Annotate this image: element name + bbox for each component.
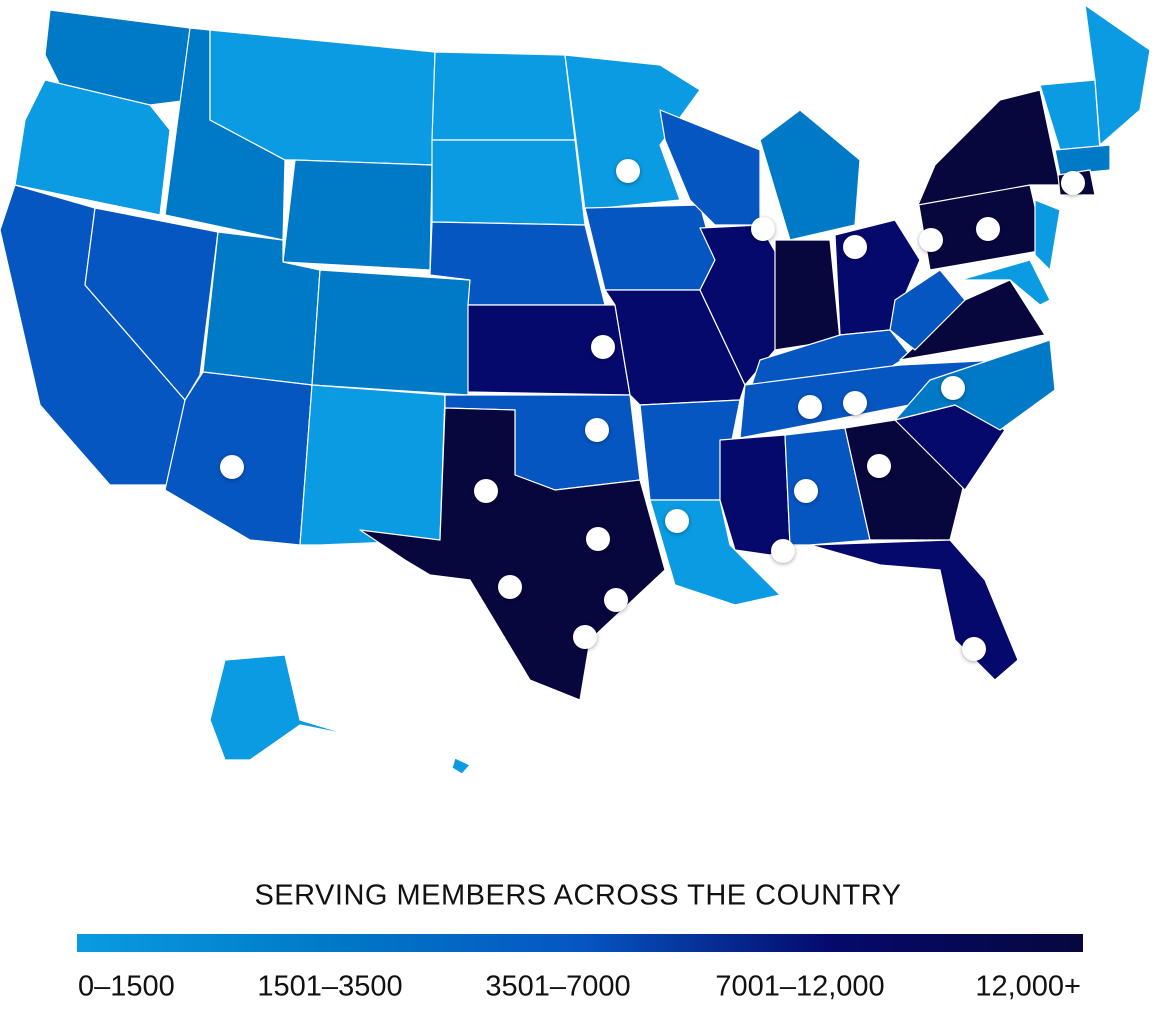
state — [917, 89, 1061, 206]
state — [894, 339, 1056, 431]
location-dot — [843, 235, 867, 259]
location-dot — [665, 509, 689, 533]
state — [282, 159, 433, 271]
legend-label: 1501–3500 — [257, 971, 402, 1003]
state — [299, 384, 446, 546]
state — [431, 51, 576, 141]
state — [719, 434, 791, 556]
location-dot — [976, 217, 1000, 241]
location-dot — [919, 228, 943, 252]
location-dot — [220, 455, 244, 479]
state — [809, 539, 1019, 681]
location-dot — [867, 454, 891, 478]
location-dot — [604, 588, 628, 612]
location-dot — [586, 527, 610, 551]
location-dot — [798, 395, 822, 419]
state — [584, 204, 716, 291]
state — [431, 139, 586, 226]
location-dot — [794, 479, 818, 503]
location-dot — [616, 159, 640, 183]
location-dot — [585, 418, 609, 442]
states — [0, 4, 1151, 775]
legend-labels: 0–1500 1501–3500 3501–7000 7001–12,000 12,00… — [78, 971, 1081, 1003]
state — [659, 109, 761, 226]
location-dot — [498, 575, 522, 599]
state — [959, 259, 1051, 306]
state — [844, 419, 966, 541]
state — [889, 269, 966, 351]
state — [1034, 199, 1061, 271]
state — [1054, 144, 1111, 176]
state — [759, 109, 861, 241]
state — [774, 239, 841, 351]
state — [451, 757, 471, 775]
state — [209, 654, 351, 761]
location-dot — [573, 625, 597, 649]
state — [1084, 4, 1151, 146]
location-dot — [843, 391, 867, 415]
legend-label: 7001–12,000 — [715, 971, 884, 1003]
location-dot — [771, 539, 795, 563]
state — [311, 269, 471, 396]
locations — [220, 159, 1085, 661]
location-dot — [941, 376, 965, 400]
legend-title: SERVING MEMBERS ACROSS THE COUNTRY — [254, 880, 901, 912]
location-dot — [591, 335, 615, 359]
location-dot — [751, 217, 775, 241]
location-dot — [474, 479, 498, 503]
legend-label: 0–1500 — [78, 971, 175, 1003]
state — [14, 79, 171, 216]
legend-label: 12,000+ — [975, 971, 1081, 1003]
state — [784, 427, 871, 546]
location-dot — [1061, 171, 1085, 195]
legend-bar — [77, 934, 1083, 952]
legend-label: 3501–7000 — [485, 971, 630, 1003]
location-dot — [962, 637, 986, 661]
